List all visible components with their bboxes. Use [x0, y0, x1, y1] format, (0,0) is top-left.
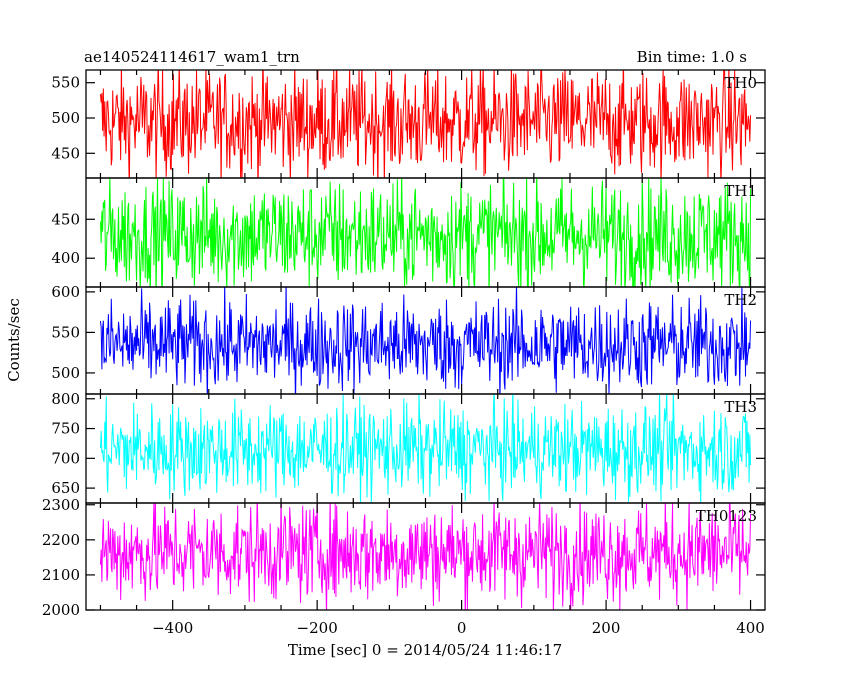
panel-th3: 650 700 750 800 TH3 — [51, 390, 766, 504]
y-tick-label: 500 — [51, 109, 80, 127]
x-tick-label: −400 — [152, 619, 193, 637]
series-line-th3 — [99, 394, 752, 503]
y-tick-label: 750 — [51, 420, 80, 438]
x-tick-label: −200 — [297, 619, 338, 637]
series-line-th2 — [99, 287, 752, 394]
y-tick-label: 600 — [51, 283, 80, 301]
y-tick-label: 2000 — [42, 601, 80, 619]
panel-th1: 400 450 TH1 — [51, 177, 766, 288]
y-tick-label: 450 — [51, 210, 80, 228]
series-line-th0 — [99, 70, 752, 178]
x-axis-label: Time [sec] 0 = 2014/05/24 11:46:17 — [288, 641, 562, 659]
panel-label: TH2 — [724, 291, 757, 309]
y-tick-label: 2200 — [42, 531, 80, 549]
y-tick-label: 800 — [51, 390, 80, 408]
y-tick-label: 450 — [51, 144, 80, 162]
y-axis-label: Counts/sec — [5, 298, 23, 382]
panels: 450 500 550 TH0 400 450 TH1 500 550 600 TH2 650 700 7… — [42, 69, 766, 637]
x-tick-label: 200 — [592, 619, 621, 637]
chart-title: ae140524114617_wam1_trn — [84, 48, 300, 66]
series-line-th0123 — [99, 503, 752, 610]
panel-label: TH3 — [724, 398, 757, 416]
x-tick-label: 400 — [736, 619, 765, 637]
panel-th0123: 2000 2100 2200 2300 TH0123 — [42, 496, 766, 619]
panel-label: TH0123 — [696, 507, 757, 525]
y-tick-label: 550 — [51, 74, 80, 92]
panel-label: TH1 — [724, 182, 757, 200]
y-tick-label: 650 — [51, 479, 80, 497]
bin-time-label: Bin time: 1.0 s — [637, 48, 747, 66]
y-tick-label: 700 — [51, 449, 80, 467]
panel-label: TH0 — [724, 74, 757, 92]
y-tick-label: 500 — [51, 364, 80, 382]
panel-th2: 500 550 600 TH2 — [51, 283, 766, 395]
y-tick-label: 2300 — [42, 496, 80, 514]
y-tick-label: 550 — [51, 323, 80, 341]
panel-th0: 450 500 550 TH0 — [51, 69, 766, 179]
y-tick-label: 2100 — [42, 566, 80, 584]
x-tick-label: 0 — [457, 619, 467, 637]
y-tick-label: 400 — [51, 249, 80, 267]
